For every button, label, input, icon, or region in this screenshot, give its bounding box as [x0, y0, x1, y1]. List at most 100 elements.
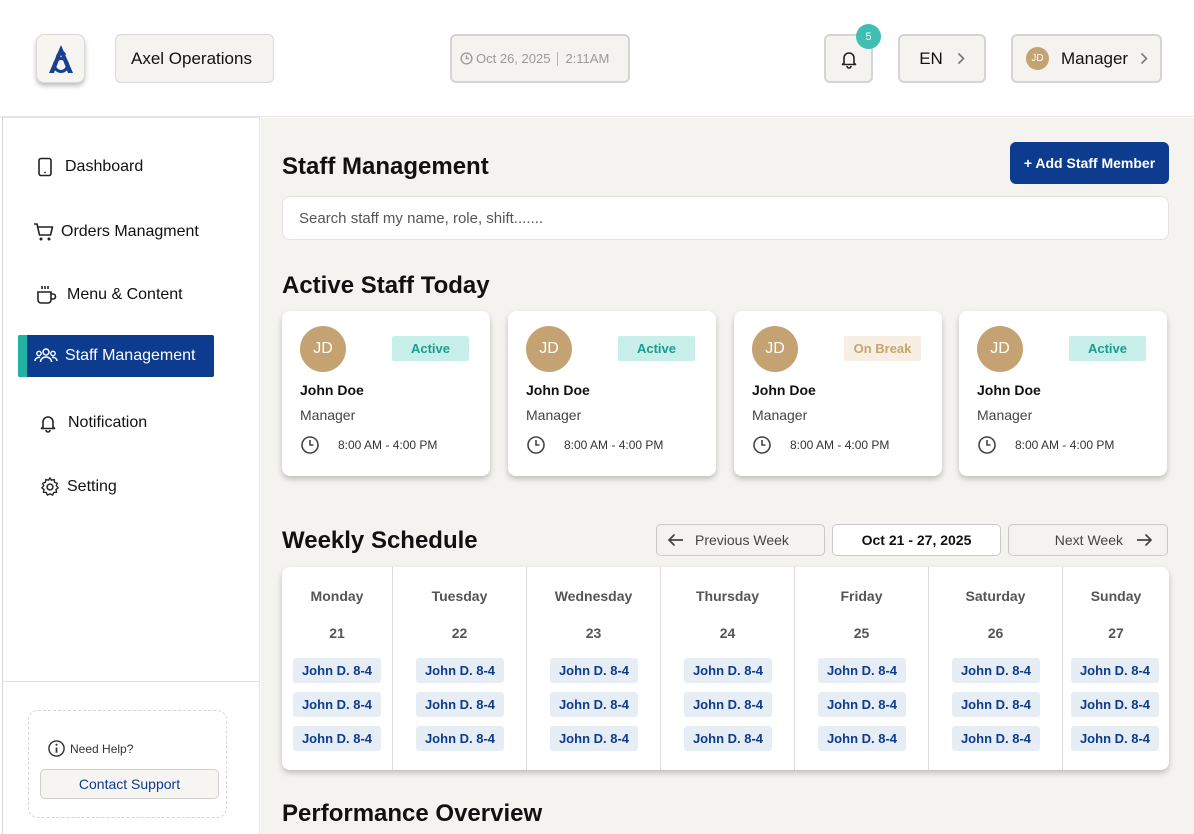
chevron-right-icon: [957, 52, 965, 65]
need-help-label: Need Help?: [70, 741, 134, 756]
gear-icon: [41, 477, 59, 496]
user-menu-button[interactable]: JD Manager: [1011, 34, 1162, 83]
status-badge: Active: [618, 336, 695, 361]
staff-shift: 8:00 AM - 4:00 PM: [977, 435, 1114, 455]
users-icon: [34, 348, 58, 363]
shift-chip[interactable]: John D. 8-4: [952, 658, 1040, 683]
shift-time: 8:00 AM - 4:00 PM: [338, 438, 438, 452]
shift-chip[interactable]: John D. 8-4: [684, 692, 772, 717]
previous-week-label: Previous Week: [695, 532, 789, 548]
shift-chip[interactable]: John D. 8-4: [416, 658, 504, 683]
day-number: 23: [585, 625, 602, 641]
shift-chip[interactable]: John D. 8-4: [416, 726, 504, 751]
shift-chip[interactable]: John D. 8-4: [818, 726, 906, 751]
date-time-divider: [557, 51, 559, 66]
organization-selector[interactable]: Axel Operations: [115, 34, 274, 83]
shift-chip[interactable]: John D. 8-4: [293, 658, 381, 683]
day-number: 26: [987, 625, 1004, 641]
bell-icon: [841, 51, 856, 69]
language-label: EN: [919, 48, 943, 68]
sidebar-item-setting[interactable]: Setting: [39, 466, 117, 508]
shift-chip[interactable]: John D. 8-4: [818, 692, 906, 717]
day-column-wednesday: Wednesday 23 John D. 8-4 John D. 8-4 Joh…: [527, 567, 661, 770]
sidebar-item-label: Menu & Content: [67, 286, 183, 303]
shift-chip[interactable]: John D. 8-4: [416, 692, 504, 717]
app-logo[interactable]: [36, 34, 85, 83]
add-staff-member-button[interactable]: + Add Staff Member: [1010, 142, 1169, 184]
next-week-label: Next Week: [1054, 532, 1123, 548]
day-column-saturday: Saturday 26 John D. 8-4 John D. 8-4 John…: [929, 567, 1063, 770]
staff-avatar: JD: [300, 326, 346, 372]
day-column-monday: Monday 21 John D. 8-4 John D. 8-4 John D…: [282, 567, 393, 770]
shift-chip[interactable]: John D. 8-4: [818, 658, 906, 683]
day-column-tuesday: Tuesday 22 John D. 8-4 John D. 8-4 John …: [393, 567, 527, 770]
shift-time: 8:00 AM - 4:00 PM: [790, 438, 890, 452]
day-number: 27: [1108, 625, 1124, 641]
sidebar-item-label: Staff Management: [65, 347, 196, 364]
shift-chip[interactable]: John D. 8-4: [550, 726, 638, 751]
staff-card[interactable]: JD Active John Doe Manager 8:00 AM - 4:0…: [959, 311, 1167, 476]
shift-chip[interactable]: John D. 8-4: [952, 692, 1040, 717]
day-name: Saturday: [965, 588, 1026, 604]
shift-chip[interactable]: John D. 8-4: [1071, 692, 1159, 717]
next-week-button[interactable]: Next Week: [1008, 524, 1168, 556]
help-box: Need Help? Contact Support: [28, 710, 227, 818]
day-name: Thursday: [695, 588, 759, 604]
chevron-right-icon: [1141, 52, 1148, 65]
top-header: Axel Operations Oct 26, 2025 2:11AM 5 EN…: [0, 0, 1194, 117]
shift-chip[interactable]: John D. 8-4: [684, 658, 772, 683]
day-name: Tuesday: [431, 588, 488, 604]
sidebar-item-label: Dashboard: [65, 158, 144, 175]
shift-chip[interactable]: John D. 8-4: [1071, 658, 1159, 683]
shift-chip[interactable]: John D. 8-4: [550, 658, 638, 683]
staff-card[interactable]: JD Active John Doe Manager 8:00 AM - 4:0…: [508, 311, 716, 476]
sidebar-item-menu-content[interactable]: Menu & Content: [35, 274, 183, 316]
staff-role: Manager: [977, 407, 1033, 423]
staff-search-input[interactable]: [282, 196, 1169, 240]
shift-chip[interactable]: John D. 8-4: [1071, 726, 1159, 751]
arrow-right-icon: [1137, 533, 1153, 547]
language-selector[interactable]: EN: [898, 34, 986, 83]
staff-name: John Doe: [977, 382, 1041, 398]
previous-week-button[interactable]: Previous Week: [656, 524, 825, 556]
status-badge: Active: [392, 336, 469, 361]
day-number: 24: [719, 625, 736, 641]
shift-chip[interactable]: John D. 8-4: [293, 726, 381, 751]
clock-icon: [527, 436, 545, 454]
bell-icon: [40, 416, 56, 433]
sidebar: Dashboard Orders Managment Menu & Conten…: [2, 117, 260, 834]
sidebar-item-dashboard[interactable]: Dashboard: [35, 146, 143, 188]
week-range-display: Oct 21 - 27, 2025: [832, 524, 1001, 556]
shift-chip[interactable]: John D. 8-4: [952, 726, 1040, 751]
staff-name: John Doe: [752, 382, 816, 398]
shift-chip[interactable]: John D. 8-4: [550, 692, 638, 717]
user-role-label: Manager: [1061, 48, 1129, 68]
sidebar-item-notification[interactable]: Notification: [38, 402, 147, 444]
shift-time: 8:00 AM - 4:00 PM: [1015, 438, 1115, 452]
clock-icon: [753, 436, 771, 454]
day-number: 25: [853, 625, 870, 641]
shift-chip[interactable]: John D. 8-4: [293, 692, 381, 717]
contact-support-button[interactable]: Contact Support: [40, 769, 219, 799]
staff-name: John Doe: [526, 382, 590, 398]
day-name: Monday: [310, 588, 364, 604]
day-name: Friday: [840, 588, 883, 604]
staff-card[interactable]: JD Active John Doe Manager 8:00 AM - 4:0…: [282, 311, 490, 476]
sidebar-item-label: Setting: [67, 478, 117, 495]
logo-icon: [48, 44, 73, 73]
tablet-icon: [38, 157, 52, 177]
shift-chip[interactable]: John D. 8-4: [684, 726, 772, 751]
active-staff-title: Active Staff Today: [282, 272, 490, 299]
staff-role: Manager: [526, 407, 582, 423]
day-name: Wednesday: [554, 588, 633, 604]
page-title: Staff Management: [282, 153, 489, 180]
sidebar-item-staff-management[interactable]: Staff Management: [18, 335, 214, 377]
sidebar-footer: Need Help? Contact Support: [3, 681, 260, 834]
staff-avatar: JD: [977, 326, 1023, 372]
sidebar-item-orders[interactable]: Orders Managment: [33, 211, 199, 253]
cart-icon: [34, 223, 54, 241]
day-column-friday: Friday 25 John D. 8-4 John D. 8-4 John D…: [795, 567, 929, 770]
staff-shift: 8:00 AM - 4:00 PM: [300, 435, 437, 455]
staff-card[interactable]: JD On Break John Doe Manager 8:00 AM - 4…: [734, 311, 942, 476]
info-icon: [48, 740, 65, 757]
